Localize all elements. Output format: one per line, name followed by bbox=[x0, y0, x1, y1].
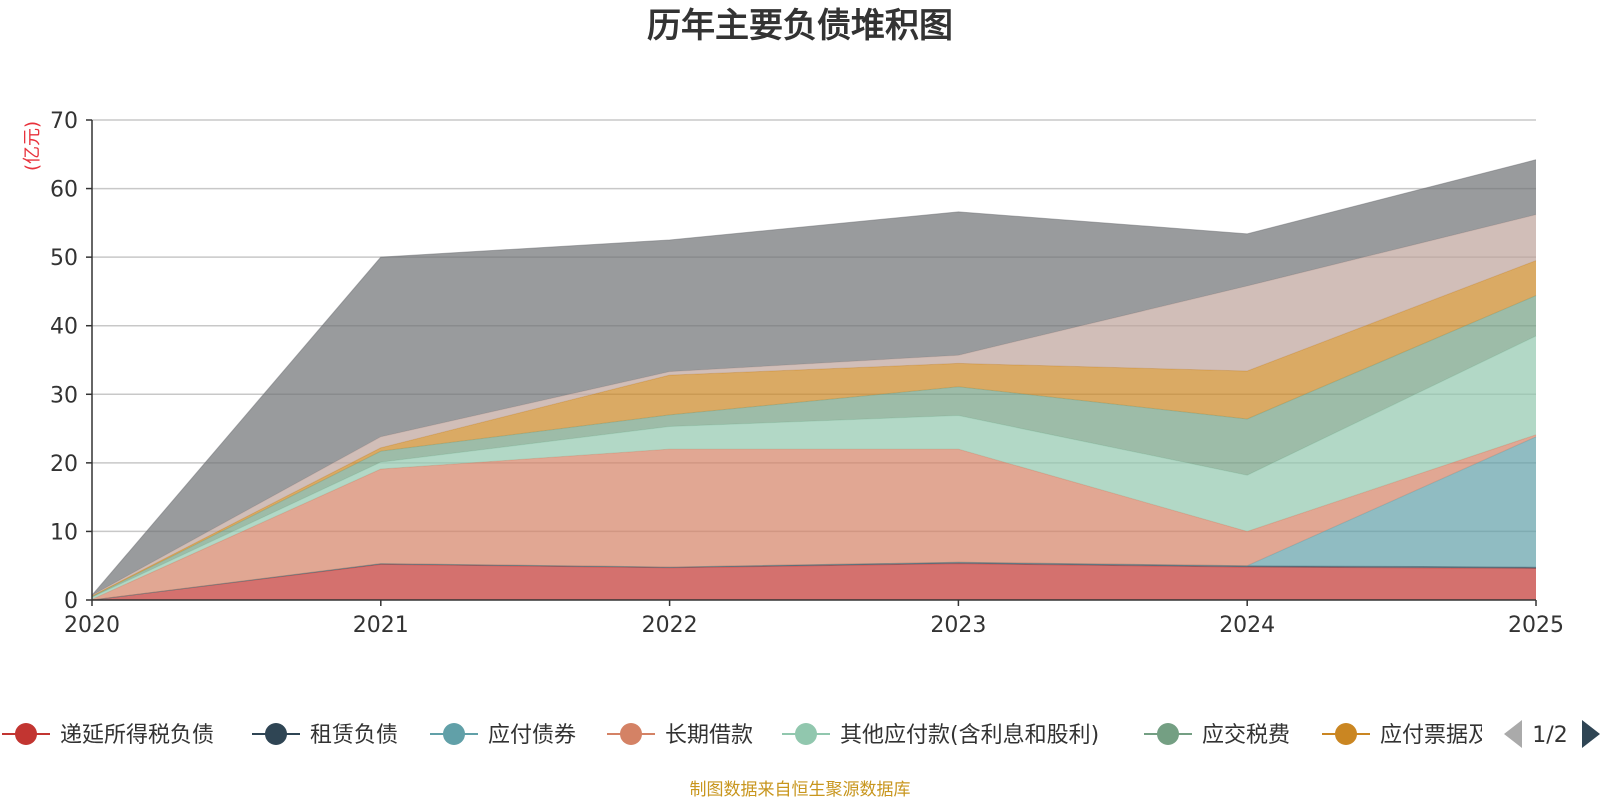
y-tick-label: 40 bbox=[50, 315, 78, 340]
x-tick-label: 2022 bbox=[642, 613, 698, 638]
legend-item[interactable]: 应付票据及应付账款 bbox=[1322, 723, 1578, 748]
legend: 递延所得税负债 租赁负债 应付债券 长期借款 其他应付款(含利息和股利) 应交税费 应付票据… bbox=[2, 720, 1600, 748]
legend-marker bbox=[795, 723, 817, 745]
area-line-3 bbox=[91, 434, 1537, 600]
area-5 bbox=[92, 295, 1536, 598]
legend-label: 应交税费 bbox=[1202, 723, 1290, 748]
legend-label: 其他应付款(含利息和股利) bbox=[840, 723, 1099, 748]
area-0 bbox=[92, 563, 1536, 600]
area-7 bbox=[92, 214, 1536, 596]
legend-marker bbox=[1157, 723, 1179, 745]
legend-item[interactable]: 递延所得税负债 bbox=[2, 723, 214, 748]
axes: 0 10 20 30 40 50 60 70 2020 2021 2022 2023 2024 2025 bbox=[50, 109, 1564, 638]
x-tick-label: 2024 bbox=[1219, 613, 1275, 638]
y-tick-label: 0 bbox=[64, 589, 78, 614]
legend-next-icon[interactable] bbox=[1582, 720, 1600, 748]
y-tick-label: 60 bbox=[50, 178, 78, 203]
x-tick-label: 2021 bbox=[353, 613, 409, 638]
x-tick-label: 2025 bbox=[1508, 613, 1564, 638]
area-series bbox=[91, 159, 1537, 601]
source-note: 制图数据来自恒生聚源数据库 bbox=[690, 780, 911, 800]
legend-items: 递延所得税负债 租赁负债 应付债券 长期借款 其他应付款(含利息和股利) 应交税费 应付票据… bbox=[2, 723, 1578, 748]
y-tick-label: 10 bbox=[50, 520, 78, 545]
y-tick-label: 50 bbox=[50, 246, 78, 271]
legend-page-indicator: 1/2 bbox=[1532, 723, 1567, 748]
area-3 bbox=[92, 434, 1536, 600]
y-tick-label: 20 bbox=[50, 452, 78, 477]
legend-label: 应付债券 bbox=[488, 723, 576, 748]
chart-title: 历年主要负债堆积图 bbox=[647, 6, 953, 46]
legend-item[interactable]: 应付债券 bbox=[430, 723, 576, 748]
legend-marker bbox=[15, 723, 37, 745]
legend-item[interactable]: 其他应付款(含利息和股利) bbox=[782, 723, 1099, 748]
legend-item[interactable]: 应交税费 bbox=[1144, 723, 1290, 748]
legend-item[interactable]: 长期借款 bbox=[607, 723, 753, 748]
legend-marker bbox=[443, 723, 465, 745]
area-4 bbox=[92, 336, 1536, 600]
x-tick-label: 2020 bbox=[64, 613, 120, 638]
legend-label: 租赁负债 bbox=[310, 723, 398, 748]
legend-marker bbox=[265, 723, 287, 745]
legend-prev-icon[interactable] bbox=[1504, 720, 1522, 748]
area-8 bbox=[92, 159, 1536, 596]
legend-marker bbox=[1335, 723, 1357, 745]
y-tick-label: 30 bbox=[50, 383, 78, 408]
legend-label: 应付票据及应付账款 bbox=[1380, 723, 1578, 748]
legend-marker bbox=[620, 723, 642, 745]
x-tick-label: 2023 bbox=[930, 613, 986, 638]
y-axis-unit: (亿元) bbox=[22, 121, 43, 171]
legend-label: 递延所得税负债 bbox=[60, 723, 214, 748]
y-tick-label: 70 bbox=[50, 109, 78, 134]
area-line-8 bbox=[91, 159, 1537, 596]
legend-item[interactable]: 租赁负债 bbox=[252, 723, 398, 748]
legend-label: 长期借款 bbox=[665, 723, 753, 748]
